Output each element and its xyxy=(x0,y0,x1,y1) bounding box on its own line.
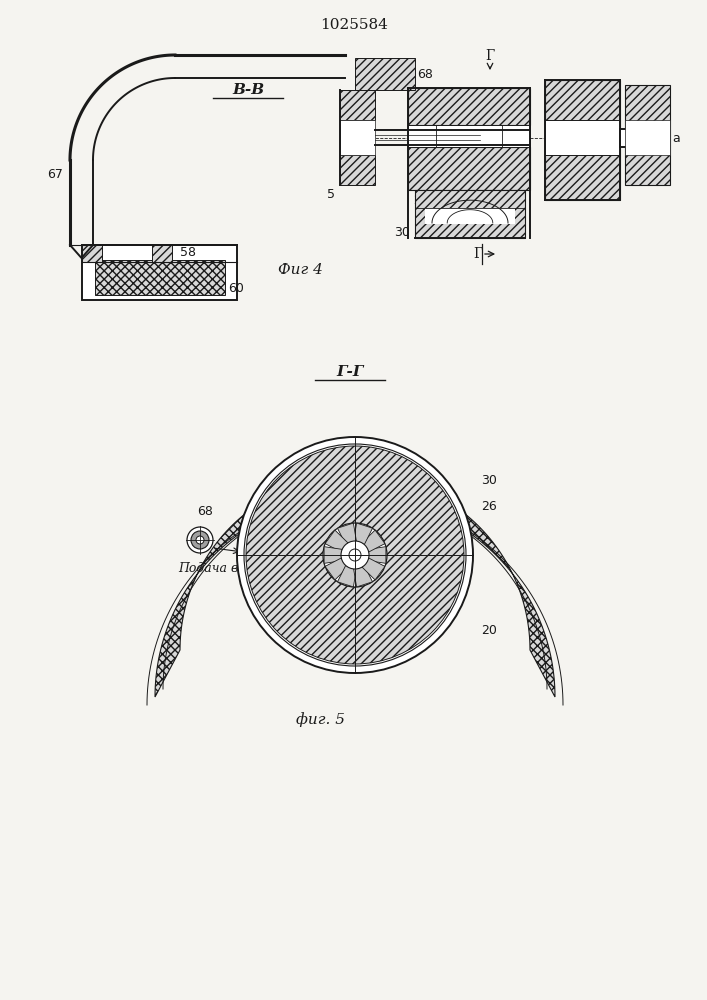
Polygon shape xyxy=(368,547,386,563)
Text: Фиг 4: Фиг 4 xyxy=(278,263,322,277)
Bar xyxy=(408,125,530,147)
Bar xyxy=(620,129,670,147)
Circle shape xyxy=(349,549,361,561)
Bar xyxy=(82,245,102,262)
Text: Подача воды: Подача воды xyxy=(178,562,264,574)
Bar xyxy=(340,155,375,185)
Bar xyxy=(82,245,237,300)
Circle shape xyxy=(244,444,466,666)
Bar xyxy=(340,120,375,155)
Bar xyxy=(425,208,515,224)
Polygon shape xyxy=(324,547,342,563)
Text: 58: 58 xyxy=(180,245,196,258)
Text: 20: 20 xyxy=(481,624,497,637)
Bar xyxy=(340,90,375,120)
Bar xyxy=(625,120,670,155)
Text: 67: 67 xyxy=(47,168,63,182)
Polygon shape xyxy=(155,475,555,697)
Bar xyxy=(408,88,530,125)
Text: фиг. 5: фиг. 5 xyxy=(296,713,344,727)
Text: а: а xyxy=(672,131,679,144)
Bar xyxy=(545,80,620,200)
Text: 60: 60 xyxy=(228,282,244,294)
Bar xyxy=(408,147,530,190)
Text: 5: 5 xyxy=(327,188,335,202)
Polygon shape xyxy=(325,558,348,580)
Text: В-В: В-В xyxy=(232,83,264,97)
Bar xyxy=(95,260,225,295)
Circle shape xyxy=(187,527,213,553)
Circle shape xyxy=(323,523,387,587)
Text: 30: 30 xyxy=(481,474,497,487)
Bar xyxy=(152,245,172,262)
Text: 26: 26 xyxy=(481,500,497,514)
Text: 20: 20 xyxy=(413,194,429,207)
Polygon shape xyxy=(362,530,385,552)
Circle shape xyxy=(246,446,464,664)
Polygon shape xyxy=(354,565,373,587)
Text: 30: 30 xyxy=(394,227,410,239)
Circle shape xyxy=(191,531,209,549)
Polygon shape xyxy=(337,565,356,587)
Circle shape xyxy=(341,541,369,569)
Text: 68: 68 xyxy=(417,68,433,81)
Polygon shape xyxy=(354,523,373,545)
Bar xyxy=(415,190,525,238)
Text: 1025584: 1025584 xyxy=(320,18,388,32)
Bar xyxy=(625,85,670,185)
Text: Г: Г xyxy=(486,49,495,63)
Text: 68: 68 xyxy=(197,505,213,518)
Polygon shape xyxy=(325,530,348,552)
Circle shape xyxy=(237,437,473,673)
Text: Г-Г: Г-Г xyxy=(337,365,363,379)
Polygon shape xyxy=(337,523,356,545)
Text: Г: Г xyxy=(474,247,483,261)
Bar xyxy=(545,120,620,155)
Bar xyxy=(355,58,415,90)
Circle shape xyxy=(196,536,204,544)
Polygon shape xyxy=(362,558,385,580)
